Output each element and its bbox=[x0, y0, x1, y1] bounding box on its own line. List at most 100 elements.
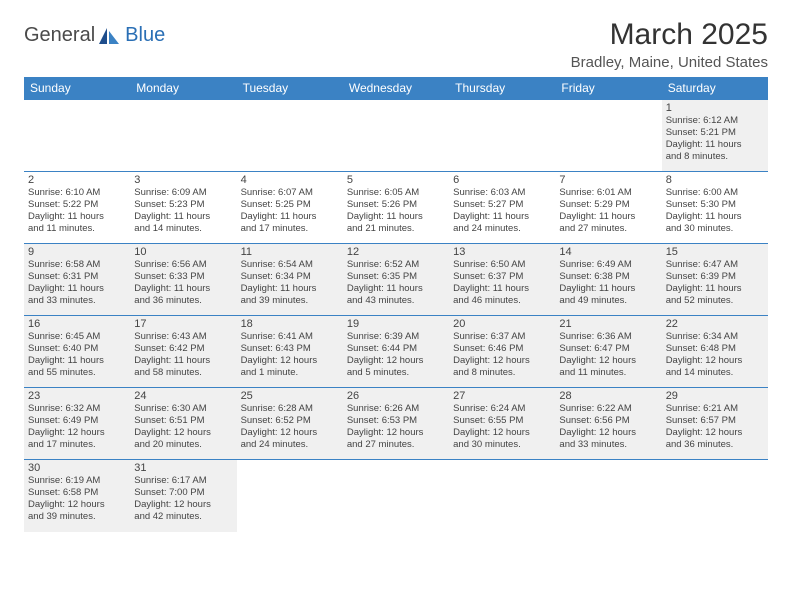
calendar-cell: 26Sunrise: 6:26 AMSunset: 6:53 PMDayligh… bbox=[343, 388, 449, 460]
calendar-cell: 28Sunrise: 6:22 AMSunset: 6:56 PMDayligh… bbox=[555, 388, 661, 460]
calendar-cell: 11Sunrise: 6:54 AMSunset: 6:34 PMDayligh… bbox=[237, 244, 343, 316]
day-detail: and 14 minutes. bbox=[666, 367, 764, 379]
day-detail: Sunrise: 6:36 AM bbox=[559, 331, 657, 343]
calendar-cell: 31Sunrise: 6:17 AMSunset: 7:00 PMDayligh… bbox=[130, 460, 236, 532]
day-detail: Sunrise: 6:45 AM bbox=[28, 331, 126, 343]
day-number: 6 bbox=[453, 174, 551, 186]
day-detail: and 8 minutes. bbox=[453, 367, 551, 379]
calendar-cell bbox=[343, 100, 449, 172]
day-number: 26 bbox=[347, 390, 445, 402]
day-detail: Sunset: 6:43 PM bbox=[241, 343, 339, 355]
day-detail: and 21 minutes. bbox=[347, 223, 445, 235]
calendar-week-row: 2Sunrise: 6:10 AMSunset: 5:22 PMDaylight… bbox=[24, 172, 768, 244]
day-detail: Sunset: 5:25 PM bbox=[241, 199, 339, 211]
day-detail: and 52 minutes. bbox=[666, 295, 764, 307]
day-number: 12 bbox=[347, 246, 445, 258]
day-number: 4 bbox=[241, 174, 339, 186]
calendar-cell: 17Sunrise: 6:43 AMSunset: 6:42 PMDayligh… bbox=[130, 316, 236, 388]
day-detail: Sunset: 6:47 PM bbox=[559, 343, 657, 355]
weekday-header: Thursday bbox=[449, 77, 555, 100]
calendar-cell: 6Sunrise: 6:03 AMSunset: 5:27 PMDaylight… bbox=[449, 172, 555, 244]
calendar-week-row: 30Sunrise: 6:19 AMSunset: 6:58 PMDayligh… bbox=[24, 460, 768, 532]
weekday-header: Saturday bbox=[662, 77, 768, 100]
day-detail: and 27 minutes. bbox=[347, 439, 445, 451]
day-detail: Sunrise: 6:05 AM bbox=[347, 187, 445, 199]
weekday-header: Tuesday bbox=[237, 77, 343, 100]
day-detail: Daylight: 11 hours bbox=[347, 283, 445, 295]
day-number: 23 bbox=[28, 390, 126, 402]
day-detail: Sunrise: 6:56 AM bbox=[134, 259, 232, 271]
day-detail: and 8 minutes. bbox=[666, 151, 764, 163]
day-detail: and 43 minutes. bbox=[347, 295, 445, 307]
day-detail: Sunset: 5:29 PM bbox=[559, 199, 657, 211]
day-detail: Sunrise: 6:30 AM bbox=[134, 403, 232, 415]
logo-text-general: General bbox=[24, 24, 95, 47]
calendar-week-row: 9Sunrise: 6:58 AMSunset: 6:31 PMDaylight… bbox=[24, 244, 768, 316]
day-detail: Sunset: 6:58 PM bbox=[28, 487, 126, 499]
day-number: 29 bbox=[666, 390, 764, 402]
day-detail: Daylight: 11 hours bbox=[559, 283, 657, 295]
calendar-cell: 3Sunrise: 6:09 AMSunset: 5:23 PMDaylight… bbox=[130, 172, 236, 244]
day-number: 22 bbox=[666, 318, 764, 330]
day-detail: Sunset: 6:46 PM bbox=[453, 343, 551, 355]
day-number: 8 bbox=[666, 174, 764, 186]
day-detail: and 24 minutes. bbox=[241, 439, 339, 451]
day-detail: and 24 minutes. bbox=[453, 223, 551, 235]
day-detail: and 1 minute. bbox=[241, 367, 339, 379]
calendar-cell bbox=[130, 100, 236, 172]
day-detail: Daylight: 11 hours bbox=[666, 211, 764, 223]
day-detail: Sunrise: 6:54 AM bbox=[241, 259, 339, 271]
day-detail: Sunrise: 6:47 AM bbox=[666, 259, 764, 271]
day-detail: and 49 minutes. bbox=[559, 295, 657, 307]
day-detail: Sunset: 6:42 PM bbox=[134, 343, 232, 355]
logo-text-blue: Blue bbox=[125, 24, 165, 47]
weekday-header: Sunday bbox=[24, 77, 130, 100]
calendar-cell: 16Sunrise: 6:45 AMSunset: 6:40 PMDayligh… bbox=[24, 316, 130, 388]
day-detail: Daylight: 11 hours bbox=[241, 211, 339, 223]
day-detail: and 39 minutes. bbox=[28, 511, 126, 523]
day-detail: Sunset: 6:48 PM bbox=[666, 343, 764, 355]
calendar-cell bbox=[555, 460, 661, 532]
day-detail: Daylight: 11 hours bbox=[666, 283, 764, 295]
header: General Blue March 2025 Bradley, Maine, … bbox=[24, 18, 768, 71]
day-detail: Daylight: 11 hours bbox=[134, 283, 232, 295]
day-detail: Daylight: 12 hours bbox=[666, 355, 764, 367]
calendar-cell: 8Sunrise: 6:00 AMSunset: 5:30 PMDaylight… bbox=[662, 172, 768, 244]
calendar-cell bbox=[449, 100, 555, 172]
day-detail: Sunrise: 6:21 AM bbox=[666, 403, 764, 415]
calendar-cell: 22Sunrise: 6:34 AMSunset: 6:48 PMDayligh… bbox=[662, 316, 768, 388]
weekday-header-row: Sunday Monday Tuesday Wednesday Thursday… bbox=[24, 77, 768, 100]
calendar-cell: 20Sunrise: 6:37 AMSunset: 6:46 PMDayligh… bbox=[449, 316, 555, 388]
day-detail: Daylight: 12 hours bbox=[28, 499, 126, 511]
day-detail: Sunset: 5:23 PM bbox=[134, 199, 232, 211]
weekday-header: Monday bbox=[130, 77, 236, 100]
day-number: 1 bbox=[666, 102, 764, 114]
day-number: 30 bbox=[28, 462, 126, 474]
calendar-week-row: 23Sunrise: 6:32 AMSunset: 6:49 PMDayligh… bbox=[24, 388, 768, 460]
day-detail: Sunset: 6:52 PM bbox=[241, 415, 339, 427]
sail-icon bbox=[99, 28, 121, 44]
day-detail: Daylight: 11 hours bbox=[666, 139, 764, 151]
day-detail: and 17 minutes. bbox=[28, 439, 126, 451]
day-number: 31 bbox=[134, 462, 232, 474]
day-detail: Daylight: 11 hours bbox=[559, 211, 657, 223]
day-detail: Sunset: 6:51 PM bbox=[134, 415, 232, 427]
day-detail: and 36 minutes. bbox=[666, 439, 764, 451]
day-number: 7 bbox=[559, 174, 657, 186]
calendar-week-row: 1Sunrise: 6:12 AMSunset: 5:21 PMDaylight… bbox=[24, 100, 768, 172]
day-number: 15 bbox=[666, 246, 764, 258]
day-detail: Sunrise: 6:49 AM bbox=[559, 259, 657, 271]
day-detail: and 39 minutes. bbox=[241, 295, 339, 307]
day-detail: and 11 minutes. bbox=[28, 223, 126, 235]
day-detail: Daylight: 12 hours bbox=[241, 355, 339, 367]
day-detail: Sunrise: 6:41 AM bbox=[241, 331, 339, 343]
day-number: 5 bbox=[347, 174, 445, 186]
calendar-cell: 29Sunrise: 6:21 AMSunset: 6:57 PMDayligh… bbox=[662, 388, 768, 460]
day-number: 17 bbox=[134, 318, 232, 330]
calendar-cell bbox=[662, 460, 768, 532]
day-detail: and 55 minutes. bbox=[28, 367, 126, 379]
day-detail: Daylight: 11 hours bbox=[134, 355, 232, 367]
day-detail: Sunset: 6:40 PM bbox=[28, 343, 126, 355]
day-detail: Daylight: 12 hours bbox=[134, 427, 232, 439]
day-detail: Sunset: 6:55 PM bbox=[453, 415, 551, 427]
